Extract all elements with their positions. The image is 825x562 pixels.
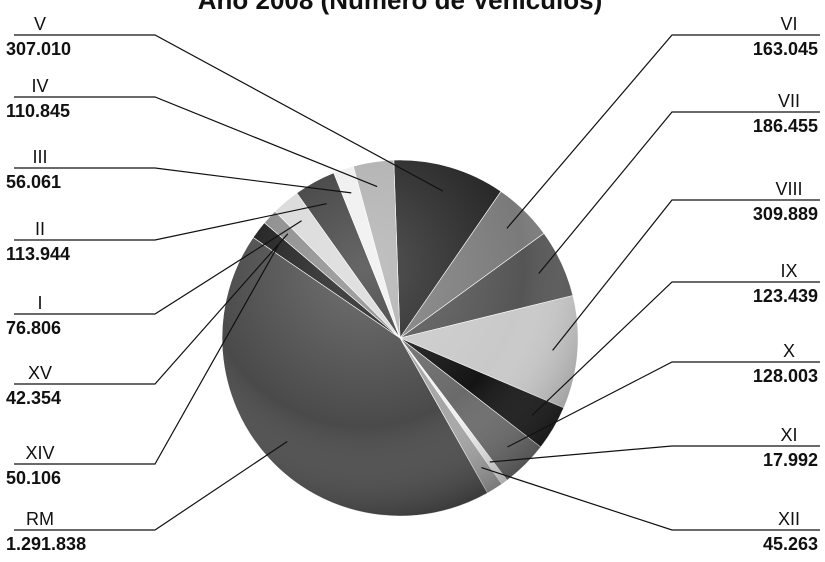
slice-name-xv: XV	[28, 363, 52, 383]
slice-name-vi: VI	[780, 14, 797, 34]
slice-label-ix: IX 123.439	[531, 261, 820, 416]
leader-line-xii	[481, 467, 820, 531]
slice-label-xv: XV 42.354	[6, 233, 289, 408]
slice-name-rm: RM	[26, 509, 54, 529]
slice-label-i: I 76.806	[6, 220, 302, 338]
slice-name-xi: XI	[780, 425, 797, 445]
leader-line-xi	[489, 445, 820, 463]
slice-value-rm: 1.291.838	[6, 534, 86, 554]
leader-line-iii	[14, 167, 352, 194]
slice-name-vii: VII	[778, 91, 800, 111]
slice-value-iv: 110.845	[6, 101, 70, 121]
slice-label-iii: III 56.061	[6, 147, 352, 194]
slice-name-x: X	[783, 341, 795, 361]
slice-value-viii: 309.889	[753, 204, 818, 224]
leader-line-iv	[14, 96, 378, 188]
slice-name-iv: IV	[31, 76, 48, 96]
leader-line-rm	[14, 441, 288, 531]
leader-line-ii	[14, 203, 327, 241]
leader-line-v	[14, 34, 444, 192]
slice-value-v: 307.010	[6, 39, 71, 59]
slice-name-ix: IX	[780, 261, 797, 281]
leader-line-xv	[14, 233, 289, 385]
slice-value-xii: 45.263	[763, 534, 818, 554]
slice-label-xii: XII 45.263	[481, 467, 820, 554]
slice-value-xiv: 50.106	[6, 468, 61, 488]
slice-name-iii: III	[32, 147, 47, 167]
slice-value-i: 76.806	[6, 318, 61, 338]
slice-value-vi: 163.045	[753, 39, 818, 59]
slice-name-viii: VIII	[775, 179, 802, 199]
slice-name-i: I	[37, 293, 42, 313]
slice-label-xiv: XIV 50.106	[6, 244, 279, 488]
leader-line-ix	[531, 281, 820, 416]
slice-label-v: V 307.010	[6, 14, 444, 192]
leader-line-viii	[552, 199, 820, 351]
slice-label-x: X 128.003	[507, 341, 820, 448]
slice-label-vii: VII 186.455	[538, 91, 820, 274]
slice-name-v: V	[34, 14, 46, 34]
leader-line-xiv	[14, 244, 279, 465]
slice-label-iv: IV 110.845	[6, 76, 378, 188]
leader-line-vii	[538, 111, 820, 274]
slice-label-rm: RM 1.291.838	[6, 441, 288, 554]
slice-value-vii: 186.455	[753, 116, 818, 136]
slice-label-viii: VIII 309.889	[552, 179, 820, 351]
slice-value-xi: 17.992	[763, 450, 818, 470]
slice-value-x: 128.003	[753, 366, 818, 386]
slice-name-ii: II	[35, 219, 45, 239]
slice-value-ix: 123.439	[753, 286, 818, 306]
leader-line-i	[14, 220, 302, 315]
leader-line-vi	[506, 34, 820, 229]
slice-label-xi: XI 17.992	[489, 425, 820, 470]
slice-value-xv: 42.354	[6, 388, 61, 408]
slice-label-ii: II 113.944	[6, 203, 327, 264]
slice-name-xiv: XIV	[25, 443, 54, 463]
slice-value-iii: 56.061	[6, 172, 61, 192]
slice-value-ii: 113.944	[6, 244, 70, 264]
chart-title: Año 2008 (Número de Vehículos)	[198, 0, 603, 15]
slice-name-xii: XII	[778, 509, 800, 529]
slice-label-vi: VI 163.045	[506, 14, 820, 229]
leader-line-x	[507, 361, 820, 448]
